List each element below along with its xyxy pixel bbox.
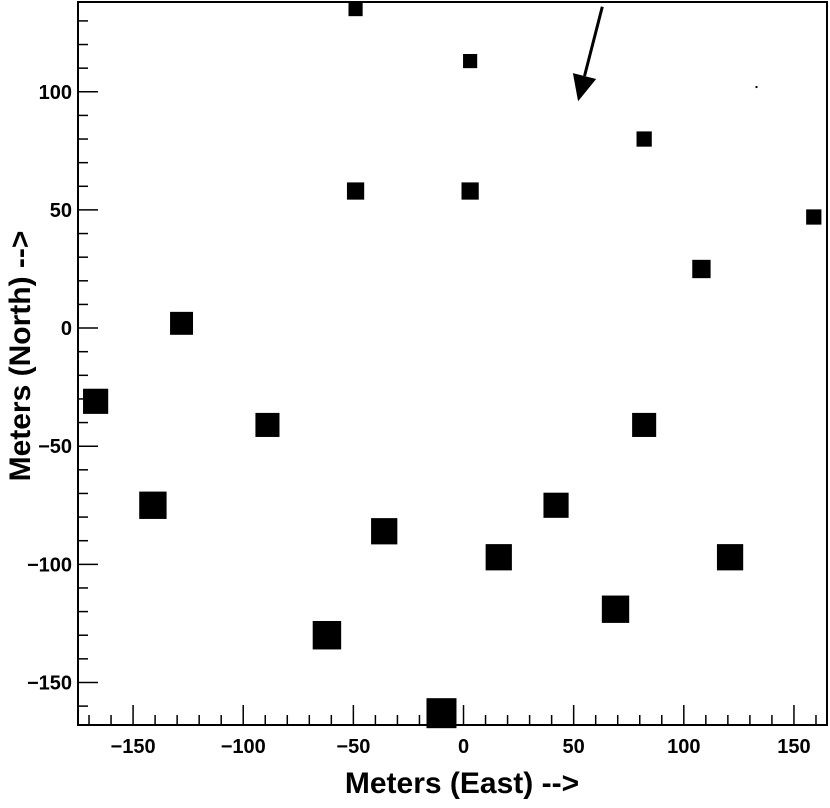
data-point	[806, 209, 822, 225]
arrow-shaft	[583, 6, 604, 77]
data-point	[755, 86, 758, 89]
data-point	[426, 698, 457, 729]
data-point	[601, 595, 630, 623]
data-point	[83, 388, 109, 414]
data-point	[463, 53, 478, 69]
y-tick-label: −150	[27, 672, 72, 694]
y-tick-label: −100	[27, 554, 72, 576]
x-tick-labels: −150 −100 −50 0 50 100 150	[111, 736, 811, 758]
annotations	[572, 6, 604, 102]
data-point	[461, 182, 479, 200]
y-tick-labels: −150 −100 −50 0 50 100	[27, 82, 72, 695]
data-point	[371, 518, 398, 545]
data-point	[485, 544, 512, 571]
data-point	[692, 259, 711, 279]
x-tick-label: 50	[563, 736, 585, 758]
data-point	[312, 620, 342, 650]
data-point	[346, 182, 365, 200]
data-point	[636, 131, 652, 147]
x-axis-title: Meters (East) -->	[345, 767, 579, 800]
x-tick-label: 150	[777, 736, 810, 758]
plot-frame	[77, 1, 828, 726]
data-point	[255, 412, 280, 437]
y-tick-label: −50	[38, 436, 72, 458]
y-tick-label: 50	[50, 200, 72, 222]
data-point	[348, 2, 363, 17]
data-point	[543, 492, 569, 518]
data-point	[170, 311, 194, 335]
x-tick-label: −100	[221, 736, 266, 758]
x-tick-label: −150	[111, 736, 156, 758]
x-tick-label: −50	[336, 736, 370, 758]
data-point	[632, 412, 657, 437]
data-point	[139, 491, 167, 519]
y-axis-title: Meters (North) -->	[4, 231, 37, 482]
y-tick-label: 100	[39, 82, 72, 104]
y-tick-label: 0	[61, 318, 72, 340]
axis-ticks	[78, 20, 817, 725]
x-tick-label: 100	[667, 736, 700, 758]
arrow-head	[572, 73, 597, 102]
data-points	[83, 2, 822, 729]
data-point	[716, 544, 744, 571]
x-tick-label: 0	[458, 736, 469, 758]
